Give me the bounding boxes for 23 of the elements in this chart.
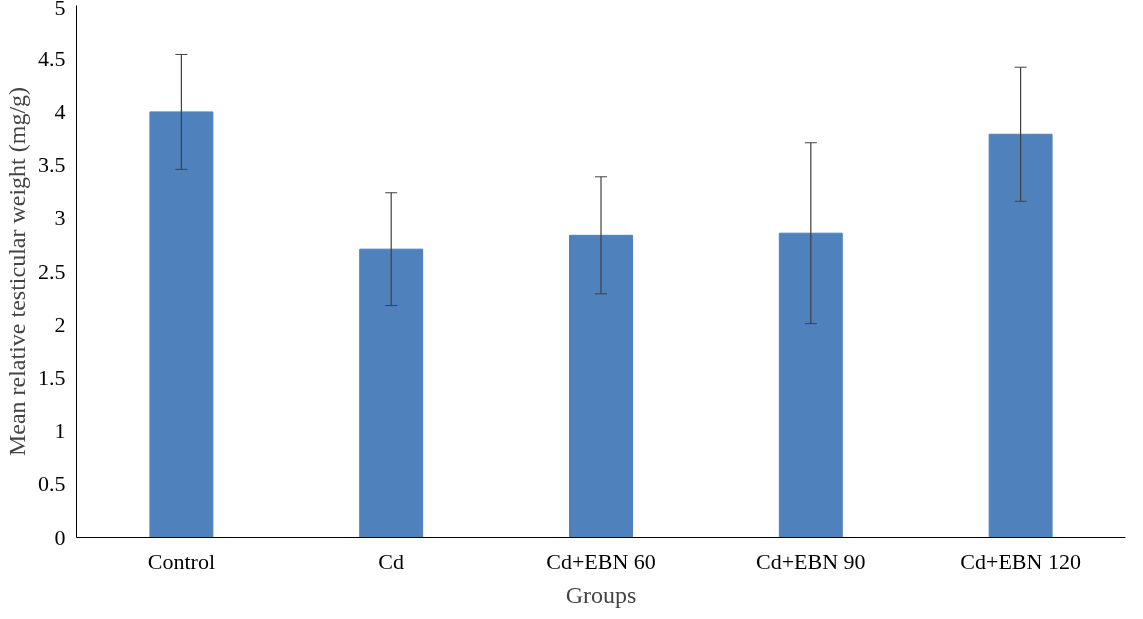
bar: [569, 234, 633, 538]
y-tick-label: 2: [54, 311, 66, 337]
y-tick-label: 0.5: [38, 471, 66, 497]
y-tick-label: 3.5: [38, 152, 66, 178]
x-axis-title: Groups: [565, 581, 637, 608]
x-tick-label: Cd+EBN 120: [960, 548, 1081, 574]
x-tick-label: Cd+EBN 90: [756, 548, 866, 574]
y-axis-title: Mean relative testicular weight (mg/g): [4, 86, 30, 457]
x-tick-label: Control: [147, 548, 216, 574]
bar: [359, 248, 424, 538]
y-tick-label: 5: [54, 0, 66, 20]
y-tick-label: 1.5: [38, 364, 66, 390]
bar: [778, 232, 843, 538]
y-tick-label: 4: [54, 98, 66, 124]
x-tick-label: Cd+EBN 60: [546, 548, 656, 574]
bar: [988, 133, 1053, 538]
y-tick-label: 1: [54, 418, 66, 444]
y-tick-label: 2.5: [38, 258, 66, 284]
x-tick-label: Cd: [378, 548, 405, 574]
bar: [149, 111, 214, 538]
y-tick-label: 0: [54, 524, 66, 550]
y-tick-label: 3: [54, 205, 66, 231]
y-tick-label: 4.5: [38, 45, 66, 71]
